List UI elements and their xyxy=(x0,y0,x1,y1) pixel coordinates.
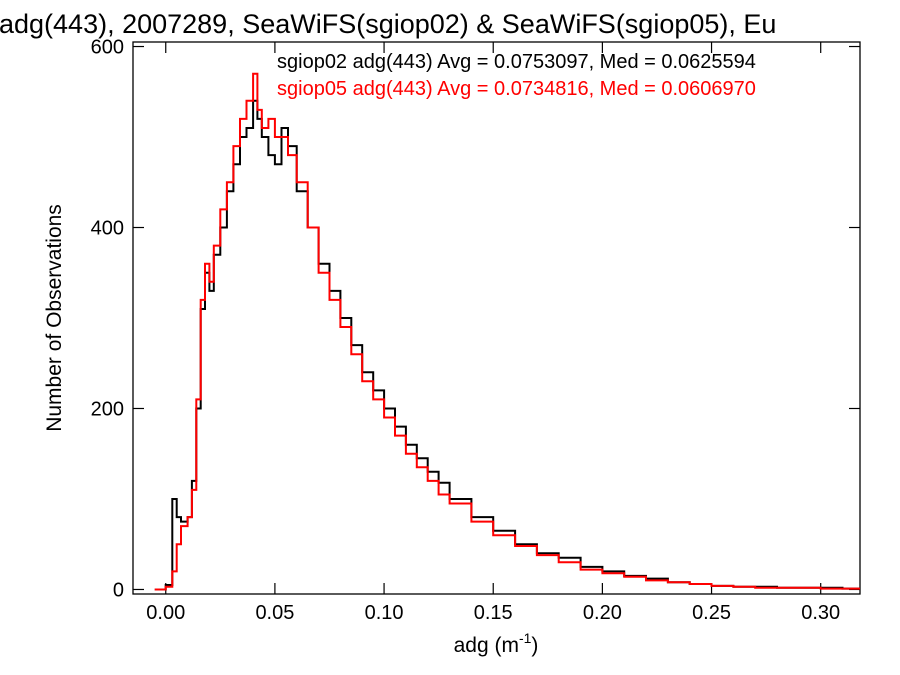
x-tick-label: 0.00 xyxy=(146,602,185,624)
x-axis-ticks xyxy=(165,42,822,594)
chart-title: adg(443), 2007289, SeaWiFS(sgiop02) & Se… xyxy=(0,9,776,39)
plot-area xyxy=(132,41,861,595)
x-axis-label: adg (m-1) xyxy=(454,630,539,657)
x-axis-label-superscript: -1 xyxy=(519,630,532,646)
plot-frame xyxy=(132,41,861,595)
y-tick-label: 600 xyxy=(91,37,124,59)
x-tick-label: 0.20 xyxy=(583,602,622,624)
y-tick-label: 0 xyxy=(113,579,124,601)
y-axis-tick-labels: 0 200 400 600 xyxy=(91,37,124,602)
x-tick-label: 0.15 xyxy=(474,602,513,624)
series-line-sgiop02 xyxy=(154,99,860,591)
x-tick-label: 0.30 xyxy=(801,602,840,624)
x-tick-label: 0.25 xyxy=(692,602,731,624)
legend: sgiop02 adg(443) Avg = 0.0753097, Med = … xyxy=(277,51,756,100)
series-line-sgiop05 xyxy=(154,72,860,591)
y-tick-label: 200 xyxy=(91,398,124,420)
legend-entry-sgiop02: sgiop02 adg(443) Avg = 0.0753097, Med = … xyxy=(277,51,756,73)
y-axis-ticks xyxy=(133,45,860,591)
y-tick-label: 400 xyxy=(91,218,124,240)
series-layer xyxy=(154,72,860,591)
y-axis-label: Number of Observations xyxy=(43,204,66,432)
x-tick-label: 0.10 xyxy=(365,602,404,624)
x-tick-label: 0.05 xyxy=(255,602,294,624)
x-axis-tick-labels: 0.00 0.05 0.10 0.15 0.20 0.25 0.30 xyxy=(146,602,840,624)
legend-entry-sgiop05: sgiop05 adg(443) Avg = 0.0734816, Med = … xyxy=(277,78,756,100)
